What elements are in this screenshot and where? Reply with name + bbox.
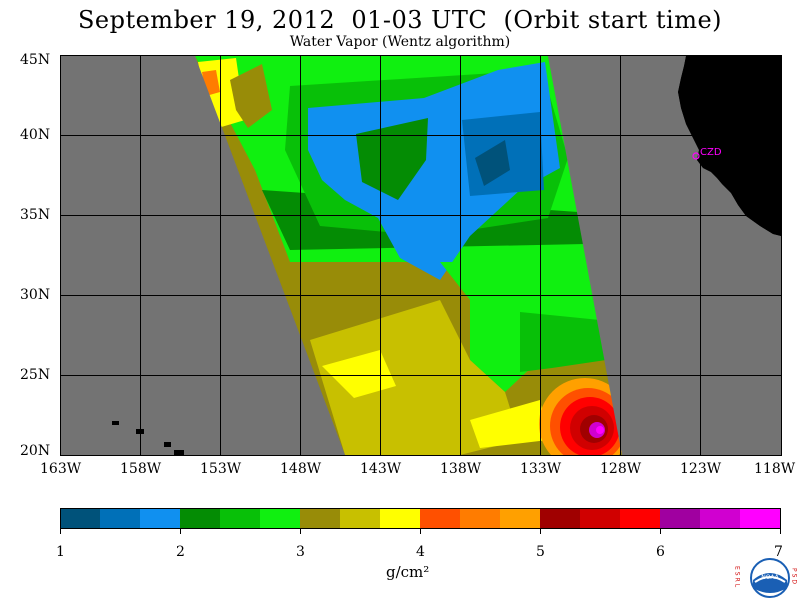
swath-mask-right xyxy=(548,56,781,455)
lon-label-133w: 133W xyxy=(520,461,562,477)
colorbar-swatch xyxy=(740,508,781,528)
colorbar-units: g/cm² xyxy=(386,563,430,581)
nw-corner-olive xyxy=(230,64,272,128)
map-frame xyxy=(60,55,782,456)
colorbar-label-2: 2 xyxy=(176,544,185,560)
colorbar-swatch xyxy=(460,508,501,528)
lat-label-20n: 20N xyxy=(20,443,51,459)
swath-mask-left xyxy=(61,56,345,455)
lon-label-143w: 143W xyxy=(360,461,402,477)
station-marker xyxy=(692,152,700,160)
lon-label-158w: 158W xyxy=(120,461,162,477)
lat-lon-grid xyxy=(61,56,781,455)
lat-label-25n: 25N xyxy=(20,367,51,383)
colorbar-swatch xyxy=(60,508,101,528)
colorbar-swatch xyxy=(220,508,261,528)
lat-label-30n: 30N xyxy=(20,287,51,303)
swath-dark-green-center xyxy=(356,118,428,200)
lon-label-128w: 128W xyxy=(600,461,642,477)
colorbar-label-7: 7 xyxy=(774,544,783,560)
lat-label-40n: 40N xyxy=(20,127,51,143)
lon-label-148w: 148W xyxy=(280,461,322,477)
colorbar-label-3: 3 xyxy=(296,544,305,560)
colorbar-label-4: 4 xyxy=(416,544,425,560)
hurricane-eye xyxy=(596,426,604,434)
colorbar-swatch xyxy=(300,508,341,528)
lon-label-118w: 118W xyxy=(754,461,796,477)
swath-yellow-south2 xyxy=(470,400,548,448)
logo-right-text: PSD xyxy=(791,568,798,586)
colorbar-swatch xyxy=(100,508,141,528)
colorbar xyxy=(60,508,781,534)
noaa-logo: NOAA ESRL PSD xyxy=(734,558,798,598)
logo-center-text: NOAA xyxy=(761,574,779,581)
swath-dark-blue xyxy=(475,140,510,186)
colorbar-swatch xyxy=(700,508,741,528)
station-label: CZD xyxy=(700,147,722,158)
colorbar-label-5: 5 xyxy=(536,544,545,560)
swath-midgreen-south xyxy=(520,312,606,372)
colorbar-swatch xyxy=(180,508,221,528)
colorbar-swatch xyxy=(540,508,581,528)
logo-left-text: ESRL xyxy=(734,566,741,589)
colorbar-swatch xyxy=(500,508,541,528)
hurricane-feature xyxy=(539,378,631,455)
satellite-swath xyxy=(195,56,631,455)
colorbar-swatch xyxy=(420,508,461,528)
north-america-land-front xyxy=(678,56,781,236)
lon-label-153w: 153W xyxy=(200,461,242,477)
colorbar-label-6: 6 xyxy=(656,544,665,560)
colorbar-swatch xyxy=(260,508,301,528)
colorbar-swatch xyxy=(620,508,661,528)
colorbar-swatch xyxy=(580,508,621,528)
map-title: September 19, 2012 01-03 UTC (Orbit star… xyxy=(77,6,723,34)
colorbar-swatch xyxy=(380,508,421,528)
lon-label-138w: 138W xyxy=(440,461,482,477)
colorbar-swatch xyxy=(660,508,701,528)
lon-label-163w: 163W xyxy=(40,461,82,477)
swath-yellow-south xyxy=(322,350,396,398)
colorbar-label-1: 1 xyxy=(56,544,65,560)
colorbar-swatch xyxy=(140,508,181,528)
swath-yellowolive-south xyxy=(310,300,520,455)
colorbar-swatch xyxy=(340,508,381,528)
lat-label-35n: 35N xyxy=(20,207,51,223)
lat-label-45n: 45N xyxy=(20,52,51,68)
map-subtitle: Water Vapor (Wentz algorithm) xyxy=(289,34,511,50)
lon-label-123w: 123W xyxy=(680,461,722,477)
